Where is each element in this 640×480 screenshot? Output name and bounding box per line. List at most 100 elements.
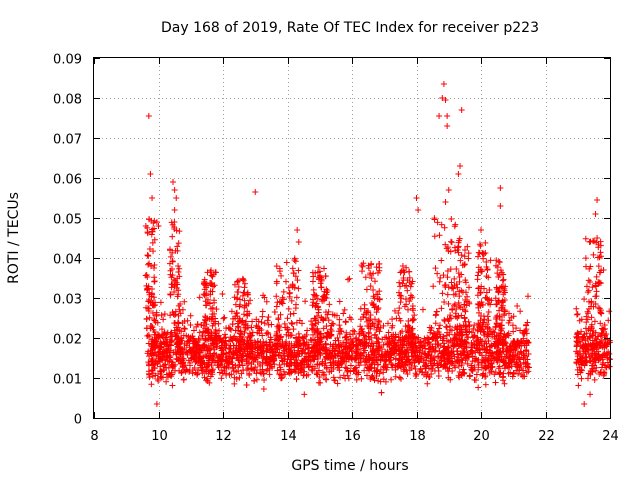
data-point-marker [283,342,290,349]
data-point-marker [503,343,510,350]
data-point-marker [280,288,287,295]
data-point-marker [441,346,448,353]
data-point-marker [147,323,154,330]
data-point-marker [144,230,151,237]
data-point-marker [222,345,229,352]
data-point-marker [171,225,178,232]
data-point-marker [251,367,258,374]
data-point-marker [430,362,437,369]
data-point-marker [312,302,319,309]
data-point-marker [167,246,174,253]
data-point-marker [206,300,213,307]
data-point-marker [218,338,225,345]
data-point-marker [597,320,604,327]
data-point-marker [280,368,287,375]
data-point-marker [158,326,165,333]
data-point-marker [436,322,443,329]
data-point-marker [174,335,181,342]
data-point-marker [259,342,266,349]
data-point-marker [401,303,408,310]
data-point-marker [309,296,316,303]
data-point-marker [466,328,473,335]
data-point-marker [227,334,234,341]
data-point-marker [579,359,586,366]
data-point-marker [441,282,448,289]
axis-ticks [94,58,611,419]
data-point-marker [144,332,151,339]
data-point-marker [589,284,596,291]
data-point-marker [477,336,484,343]
data-point-marker [212,315,219,322]
data-point-marker [256,352,263,359]
data-point-marker [365,309,372,316]
data-point-marker [200,281,207,288]
data-point-marker [219,291,226,298]
data-point-marker [474,327,481,334]
data-point-marker [167,291,174,298]
y-tick-label: 0.06 [53,173,82,188]
data-point-marker [202,282,209,289]
data-point-marker [315,367,322,374]
data-point-marker [478,299,485,306]
data-point-marker [311,356,318,363]
data-point-marker [462,247,469,254]
data-point-marker [323,333,330,340]
data-point-marker [208,267,215,274]
data-point-marker [211,299,218,306]
data-point-marker [202,313,209,320]
data-point-marker [374,361,381,368]
data-point-marker [448,285,455,292]
data-point-marker [518,349,525,356]
data-point-marker [458,287,465,294]
data-point-marker [579,334,586,341]
data-point-marker [202,325,209,332]
data-point-marker [225,352,232,359]
data-point-marker [217,361,224,368]
data-point-marker [277,364,284,371]
data-point-marker [349,331,356,338]
data-point-marker [347,362,354,369]
data-point-marker [479,268,486,275]
data-point-marker [336,331,343,338]
data-point-marker [344,367,351,374]
data-point-marker [253,376,260,383]
data-point-marker [156,332,163,339]
data-point-marker [505,319,512,326]
data-point-marker [146,314,153,321]
data-point-marker [462,277,469,284]
data-point-marker [398,268,405,275]
data-point-marker [593,273,600,280]
data-point-marker [454,348,461,355]
data-point-marker [245,341,252,348]
data-point-marker [580,342,587,349]
data-point-marker [434,334,441,341]
data-point-marker [585,370,592,377]
data-point-marker [192,352,199,359]
data-point-marker [383,356,390,363]
data-point-marker [312,317,319,324]
data-point-marker [343,329,350,336]
data-point-marker [288,297,295,304]
data-point-marker [295,285,302,292]
data-point-marker [151,316,158,323]
data-point-marker [331,312,338,319]
data-point-marker [342,364,349,371]
data-point-marker [202,302,209,309]
data-point-marker [597,249,604,256]
data-point-marker [583,283,590,290]
data-point-marker [231,380,238,387]
data-point-marker [226,325,233,332]
data-point-marker [485,317,492,324]
data-point-marker [168,274,175,281]
data-point-marker [353,376,360,383]
data-point-marker [200,322,207,329]
data-point-marker [194,342,201,349]
data-point-marker [455,171,462,177]
y-tick-labels: 0 0.01 0.02 0.03 0.04 0.05 0.06 0.07 0.08 0.09 [53,53,82,428]
data-point-marker [226,371,233,378]
data-point-marker [283,360,290,367]
data-point-marker [482,338,489,345]
data-point-marker [347,368,354,375]
data-point-marker [264,329,271,336]
data-point-marker [505,370,512,377]
